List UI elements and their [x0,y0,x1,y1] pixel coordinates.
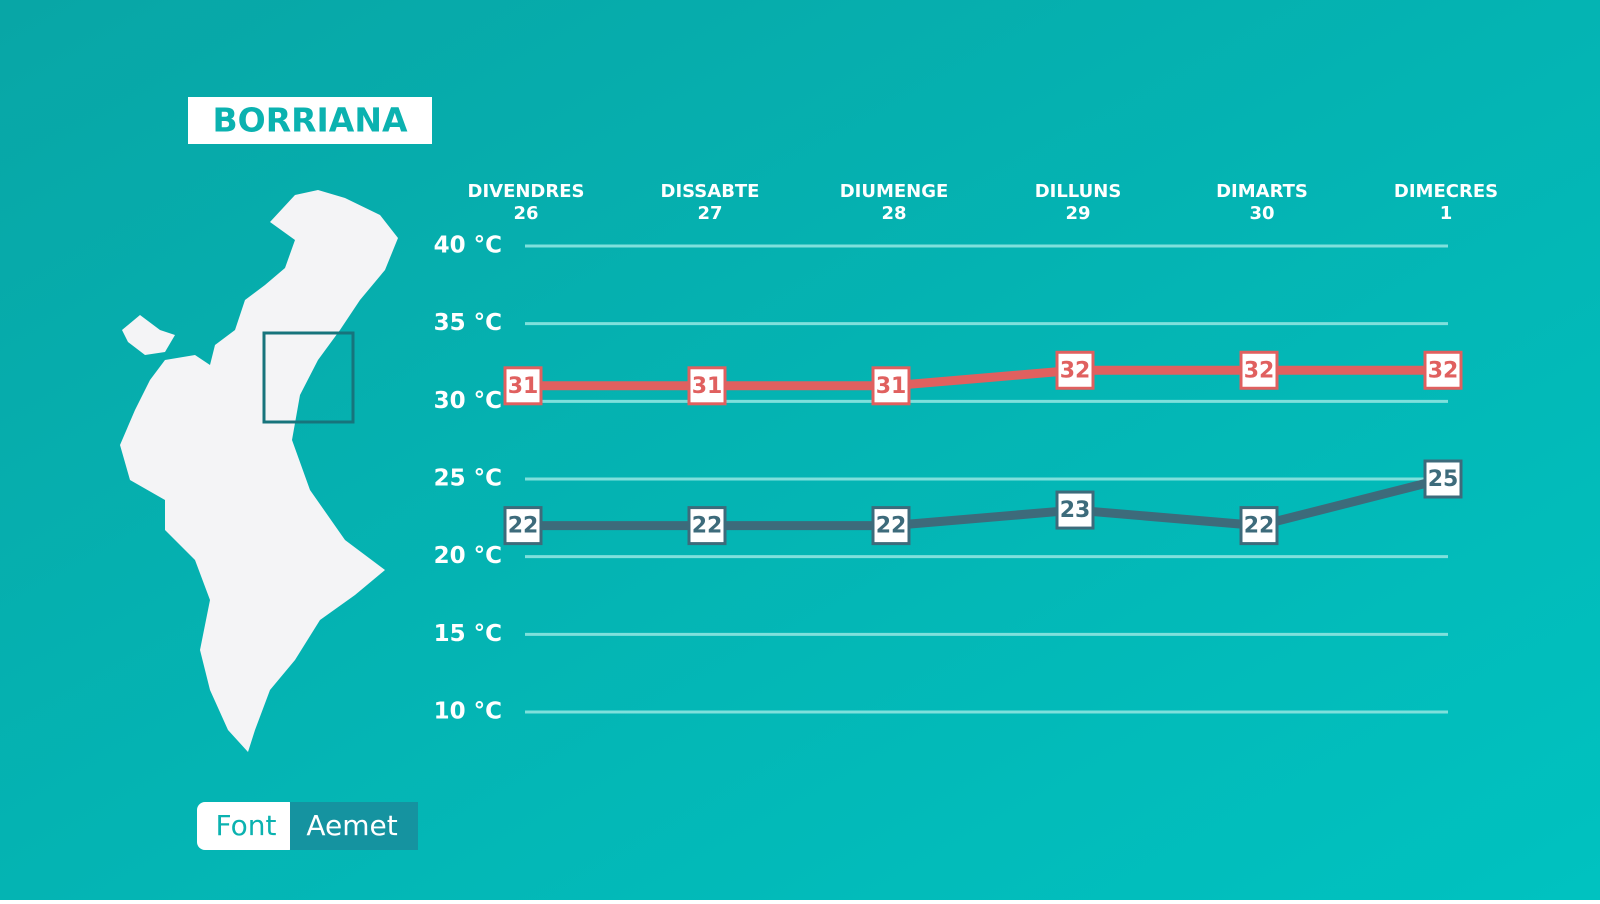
value-box [1423,459,1463,499]
y-tick-label: 30 °C [434,388,502,414]
y-tick-label: 20 °C [434,543,502,569]
source-label: Font [216,809,277,842]
value-box [1423,350,1463,390]
x-tick-date: 1 [1440,203,1453,224]
region-map [120,190,398,752]
value-label: 31 [876,374,907,399]
x-tick-date: 30 [1249,203,1274,224]
x-tick-label: DILLUNS [1035,181,1122,202]
value-label: 22 [508,514,539,539]
x-tick-date: 29 [1065,203,1090,224]
source-label-box [197,802,297,850]
y-tick-label: 15 °C [434,621,502,647]
value-label: 23 [1060,498,1091,523]
value-box [687,506,727,546]
source-name-box [290,802,418,850]
value-box [1239,506,1279,546]
x-tick-date: 28 [881,203,906,224]
x-tick-label: DIMARTS [1216,181,1308,202]
series-line [523,474,1445,531]
value-label: 22 [1244,514,1275,539]
value-label: 32 [1060,358,1091,383]
y-tick-label: 35 °C [434,310,502,336]
y-tick-label: 25 °C [434,466,502,492]
x-tick-label: DIVENDRES [468,181,585,202]
value-box [1055,350,1095,390]
x-tick-label: DISSABTE [661,181,760,202]
value-box [871,366,911,406]
value-box [503,366,543,406]
map-highlight [262,331,355,424]
series-line [523,365,1443,391]
value-label: 31 [692,374,723,399]
value-label: 32 [1244,358,1275,383]
value-box [503,506,543,546]
value-box [1239,350,1279,390]
value-label: 22 [876,514,907,539]
value-label: 22 [692,514,723,539]
value-label: 25 [1428,467,1459,492]
x-tick-date: 27 [697,203,722,224]
plot: 10 °C 15 °C 20 °C 25 °C 30 °C 35 °C 40 °C DIVEN… [434,181,1499,725]
y-tick-label: 40 °C [434,233,502,259]
value-box [1055,490,1095,530]
source-name: Aemet [306,809,397,842]
title: BORRIANA [212,101,407,140]
title-box [188,97,432,144]
value-label: 32 [1428,358,1459,383]
value-box [871,506,911,546]
x-tick-date: 26 [513,203,538,224]
value-box [687,366,727,406]
x-tick-label: DIUMENGE [840,181,949,202]
x-tick-label: DIMECRES [1394,181,1498,202]
y-tick-label: 10 °C [434,699,502,725]
value-label: 31 [508,374,539,399]
